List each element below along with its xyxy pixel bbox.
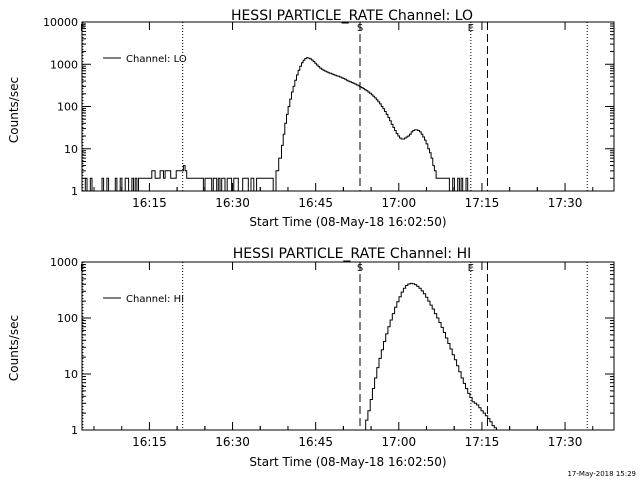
y-tick-label: 10000 <box>43 16 78 29</box>
x-tick-label: 16:30 <box>215 435 250 449</box>
plot-frame <box>81 261 615 431</box>
event-marker-label: S <box>357 23 363 34</box>
event-marker-label: E <box>468 263 474 274</box>
plot-frame <box>81 21 615 192</box>
x-tick-label: 17:00 <box>382 196 417 210</box>
y-tick-label: 1000 <box>50 58 78 71</box>
y-axis-label: Counts/sec <box>7 77 21 143</box>
event-marker-label: E <box>468 23 474 34</box>
legend: Channel: HI <box>103 294 184 305</box>
y-tick-label: 10 <box>64 368 78 381</box>
y-tick-label: 1000 <box>50 256 78 269</box>
series-line <box>363 282 497 431</box>
x-tick-label: 16:15 <box>132 196 167 210</box>
y-tick-label: 100 <box>57 101 78 114</box>
x-tick-label: 17:15 <box>465 196 500 210</box>
legend-entry: Channel: HI <box>126 294 184 305</box>
x-tick-label: 16:30 <box>215 196 250 210</box>
x-tick-label: 17:30 <box>548 435 583 449</box>
x-tick-label: 16:45 <box>298 435 333 449</box>
x-axis-label: Start Time (08-May-18 16:02:50) <box>249 455 446 469</box>
chart-panel-hi: HESSI PARTICLE_RATE Channel: HI Counts/s… <box>7 246 615 469</box>
chart-title: HESSI PARTICLE_RATE Channel: LO <box>231 8 473 24</box>
x-tick-label: 17:30 <box>548 196 583 210</box>
y-tick-label: 1 <box>71 185 78 198</box>
event-marker-label: S <box>357 263 363 274</box>
y-axis-label: Counts/sec <box>7 315 21 381</box>
x-tick-label: 17:15 <box>465 435 500 449</box>
footer-timestamp: 17-May-2018 15:29 <box>567 470 636 478</box>
series-line <box>83 57 562 192</box>
x-tick-label: 16:15 <box>132 435 167 449</box>
x-tick-label: 17:00 <box>382 435 417 449</box>
legend-entry: Channel: LO <box>126 54 187 65</box>
event-marker-label: F <box>80 263 86 274</box>
y-tick-label: 100 <box>57 312 78 325</box>
y-tick-label: 10 <box>64 143 78 156</box>
event-marker-label: F <box>80 23 86 34</box>
chart-panel-lo: HESSI PARTICLE_RATE Channel: LO Counts/s… <box>7 8 615 229</box>
chart-title: HESSI PARTICLE_RATE Channel: HI <box>233 246 471 262</box>
x-axis-label: Start Time (08-May-18 16:02:50) <box>249 215 446 229</box>
y-tick-label: 1 <box>71 424 78 437</box>
x-tick-label: 16:45 <box>298 196 333 210</box>
legend: Channel: LO <box>103 54 187 65</box>
